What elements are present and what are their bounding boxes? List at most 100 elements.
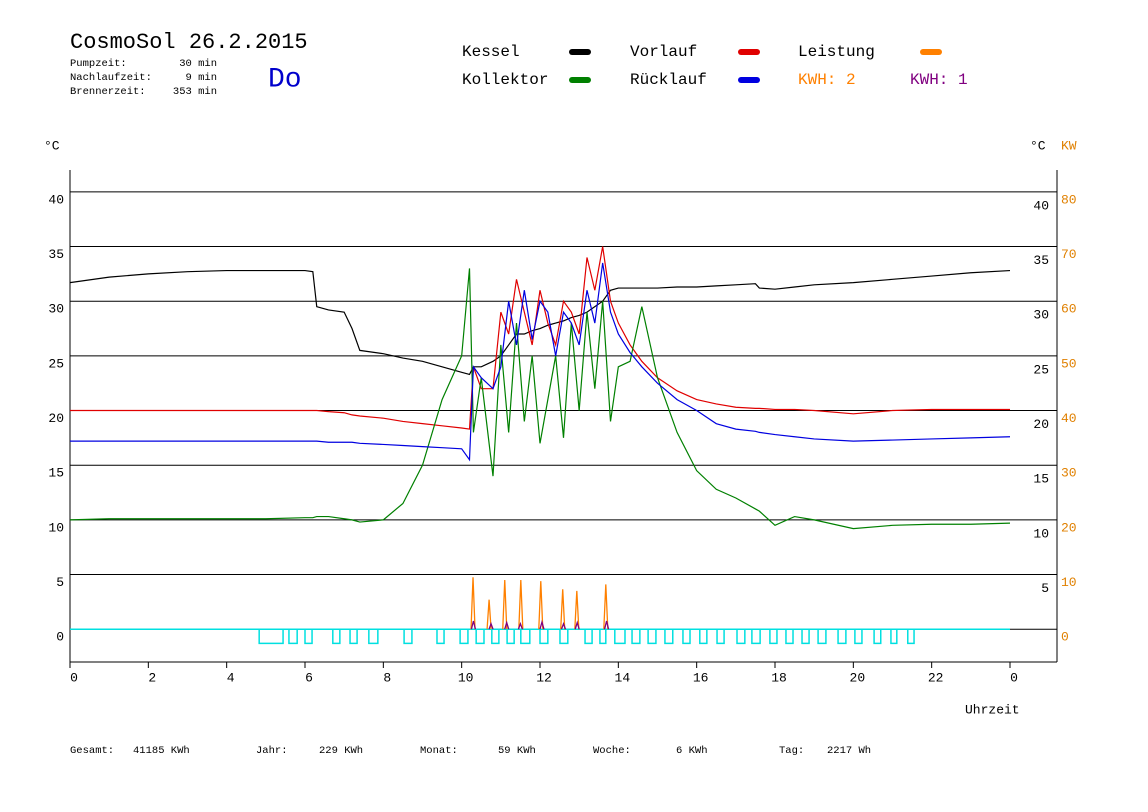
y2-tick-label: 70 <box>1061 247 1077 262</box>
y-tick-label: 30 <box>48 302 64 317</box>
pump-pulse <box>716 629 725 645</box>
y-tick-label: 15 <box>48 466 64 481</box>
power-spike <box>560 589 566 630</box>
pump-pulse <box>631 629 641 645</box>
pump-pulse <box>506 629 515 645</box>
pump-pulse <box>801 629 810 645</box>
pump-pulse <box>785 629 794 645</box>
chart-title: CosmoSol 26.2.2015 <box>70 30 308 55</box>
info-label: Pumpzeit: <box>70 58 127 70</box>
y-tick-label: 0 <box>56 630 64 645</box>
total-value: 229 KWh <box>319 745 363 757</box>
pump-pulse <box>599 629 607 645</box>
pump-pulse <box>258 629 284 645</box>
y2-tick-label: 20 <box>1061 520 1077 535</box>
x-tick-label: 18 <box>771 670 787 685</box>
x-tick-label: 6 <box>305 670 313 685</box>
pump-pulse <box>682 629 691 645</box>
pump-pulse <box>288 629 298 645</box>
pump-pulse <box>491 629 500 645</box>
pump-pulse <box>614 629 626 645</box>
y2-tick-label: 40 <box>1061 411 1077 426</box>
series-line <box>69 269 1011 376</box>
power-spike <box>518 579 524 630</box>
power-spike <box>488 621 494 630</box>
x-tick-label: 16 <box>693 670 709 685</box>
power-spike <box>560 621 567 630</box>
total-label: Woche: <box>593 745 631 757</box>
y-axis-label-right: °C <box>1030 138 1046 153</box>
info-label: Nachlaufzeit: <box>70 72 152 84</box>
pump-pulse <box>436 629 445 645</box>
pump-pulse <box>769 629 778 645</box>
pump-pulse <box>539 629 549 645</box>
y-tick-label: 35 <box>48 247 64 262</box>
info-label: Brennerzeit: <box>70 86 146 98</box>
legend-label: Vorlauf <box>630 43 697 61</box>
y-tick-label-right: 25 <box>1033 362 1049 377</box>
series-line <box>69 268 1011 530</box>
y-tick-label: 20 <box>48 411 64 426</box>
legend-label: Kessel <box>462 43 520 61</box>
y-tick-label-right: 30 <box>1033 308 1049 323</box>
x-tick-label: 14 <box>615 670 631 685</box>
pump-pulse <box>907 629 915 645</box>
pump-pulse <box>403 629 413 645</box>
x-tick-label: 10 <box>458 670 474 685</box>
x-tick-label: 20 <box>850 670 866 685</box>
y2-tick-label: 0 <box>1061 630 1069 645</box>
pump-pulse <box>349 629 358 645</box>
y2-tick-label: 80 <box>1061 192 1077 207</box>
pump-pulse <box>664 629 674 645</box>
pump-pulse <box>584 629 593 645</box>
x-tick-label: 8 <box>383 670 391 685</box>
pump-pulse <box>854 629 863 645</box>
y-tick-label-right: 5 <box>1041 581 1049 596</box>
info-value: 9 min <box>185 72 217 84</box>
legend-label: Rücklauf <box>630 71 707 89</box>
x-tick-label: 12 <box>536 670 552 685</box>
total-label: Jahr: <box>256 745 288 757</box>
series-line <box>70 262 1011 462</box>
y-tick-label-right: 35 <box>1033 253 1049 268</box>
power-spike <box>539 619 545 630</box>
x-tick-label: 4 <box>227 670 235 685</box>
pump-pulse <box>736 629 746 645</box>
y-tick-label-right: 20 <box>1033 417 1049 432</box>
x-tick-label: 0 <box>1010 670 1018 685</box>
y-tick-label-right: 15 <box>1033 472 1049 487</box>
pump-pulse <box>751 629 761 645</box>
pump-pulse <box>475 629 485 645</box>
y-tick-label-right: 40 <box>1033 198 1049 213</box>
power-spike <box>574 590 580 630</box>
total-value: 6 KWh <box>676 745 708 757</box>
power-spike <box>603 584 609 630</box>
y2-tick-label: 50 <box>1061 356 1077 371</box>
pump-pulse <box>647 629 657 645</box>
weekday: Do <box>268 64 302 95</box>
total-label: Monat: <box>420 745 458 757</box>
power-spike <box>538 581 544 630</box>
power-spike <box>470 577 476 630</box>
pump-pulse <box>304 629 313 645</box>
y-tick-label: 25 <box>48 356 64 371</box>
y-tick-label: 10 <box>48 520 64 535</box>
total-label: Gesamt: <box>70 745 114 757</box>
pump-pulse <box>368 629 379 645</box>
power-spike <box>502 579 508 630</box>
total-value: 2217 Wh <box>827 745 871 757</box>
y-tick-label-right: 10 <box>1033 526 1049 541</box>
y-tick-label: 5 <box>56 575 64 590</box>
pump-pulse <box>459 629 469 645</box>
pump-pulse <box>890 629 898 645</box>
y2-tick-label: 10 <box>1061 575 1077 590</box>
x-axis-label: Uhrzeit <box>965 702 1020 717</box>
y-tick-label: 40 <box>48 192 64 207</box>
total-value: 41185 KWh <box>133 745 190 757</box>
pump-pulse <box>332 629 341 645</box>
power-spike <box>504 620 510 630</box>
y2-axis-label: KW <box>1061 138 1077 153</box>
series-line <box>70 246 1010 430</box>
power-spike <box>574 620 580 630</box>
